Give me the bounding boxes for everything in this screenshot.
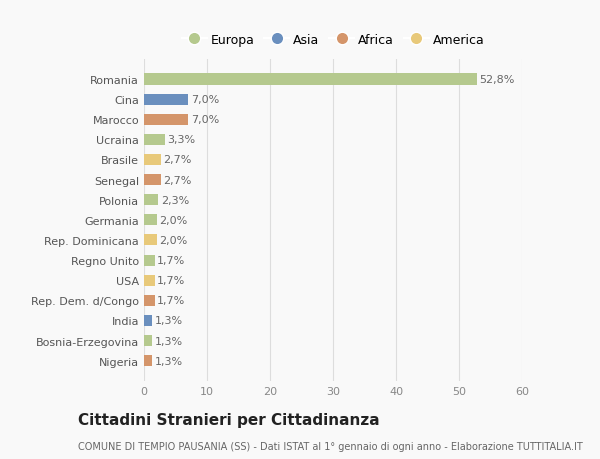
Bar (144, 74, 476, 85)
Bar (144, 255, 155, 266)
Legend: Europa, Asia, Africa, America: Europa, Asia, Africa, America (182, 34, 484, 47)
Text: 2,0%: 2,0% (159, 235, 187, 246)
Bar (144, 235, 157, 246)
Bar (144, 195, 158, 206)
Text: 52,8%: 52,8% (479, 75, 515, 85)
Text: 1,3%: 1,3% (155, 336, 183, 346)
Text: 1,7%: 1,7% (157, 296, 185, 306)
Bar (144, 174, 161, 186)
Bar (144, 355, 152, 366)
Bar (144, 275, 155, 286)
Bar (144, 95, 188, 106)
Text: 1,7%: 1,7% (157, 275, 185, 285)
Bar (144, 114, 188, 125)
Text: 2,3%: 2,3% (161, 195, 189, 205)
Bar (144, 335, 152, 346)
Bar (144, 315, 152, 326)
Text: 1,3%: 1,3% (155, 316, 183, 326)
Text: Cittadini Stranieri per Cittadinanza: Cittadini Stranieri per Cittadinanza (78, 413, 380, 428)
Text: 1,3%: 1,3% (155, 356, 183, 366)
Text: COMUNE DI TEMPIO PAUSANIA (SS) - Dati ISTAT al 1° gennaio di ogni anno - Elabora: COMUNE DI TEMPIO PAUSANIA (SS) - Dati IS… (78, 441, 583, 451)
Bar (144, 215, 157, 226)
Text: 1,7%: 1,7% (157, 256, 185, 265)
Bar (144, 295, 155, 306)
Text: 3,3%: 3,3% (167, 135, 196, 145)
Text: 7,0%: 7,0% (191, 95, 219, 105)
Bar (144, 155, 161, 166)
Text: 2,7%: 2,7% (164, 175, 192, 185)
Bar (144, 134, 165, 146)
Text: 2,0%: 2,0% (159, 215, 187, 225)
Text: 7,0%: 7,0% (191, 115, 219, 125)
Text: 2,7%: 2,7% (164, 155, 192, 165)
